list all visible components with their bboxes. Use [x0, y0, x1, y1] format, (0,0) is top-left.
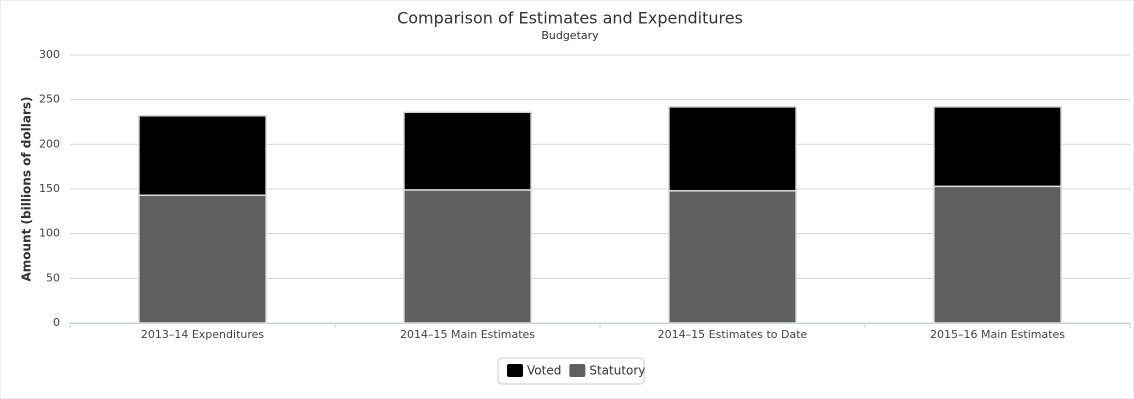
- y-tick-label: 200: [39, 137, 60, 150]
- legend-swatch[interactable]: [569, 364, 586, 377]
- bar-segment: [403, 111, 532, 191]
- bar-segment: [933, 185, 1062, 324]
- x-tick-label: 2015–16 Main Estimates: [930, 328, 1065, 341]
- y-axis-title: Amount (billions of dollars): [20, 96, 34, 281]
- bar-segment: [668, 190, 797, 324]
- y-tick-label: 100: [39, 227, 60, 240]
- bar-segment: [403, 189, 532, 324]
- bar-segment: [668, 106, 797, 192]
- y-tick-label: 250: [39, 93, 60, 106]
- x-tick-label: 2013–14 Expenditures: [141, 328, 265, 341]
- x-tick-label: 2014–15 Estimates to Date: [658, 328, 808, 341]
- y-tick-label: 0: [53, 316, 60, 329]
- x-tick-label: 2014–15 Main Estimates: [400, 328, 535, 341]
- y-tick-label: 300: [39, 48, 60, 61]
- bar-segment: [933, 106, 1062, 188]
- legend-label[interactable]: Voted: [527, 364, 561, 378]
- chart-subtitle: Budgetary: [541, 29, 599, 42]
- legend-swatch[interactable]: [507, 364, 523, 377]
- bar-segment: [138, 194, 267, 324]
- y-tick-label: 150: [39, 182, 60, 195]
- bar-segment: [138, 114, 267, 197]
- chart-title: Comparison of Estimates and Expenditures: [397, 9, 743, 28]
- y-tick-label: 50: [46, 271, 60, 284]
- legend-label[interactable]: Statutory: [589, 364, 645, 378]
